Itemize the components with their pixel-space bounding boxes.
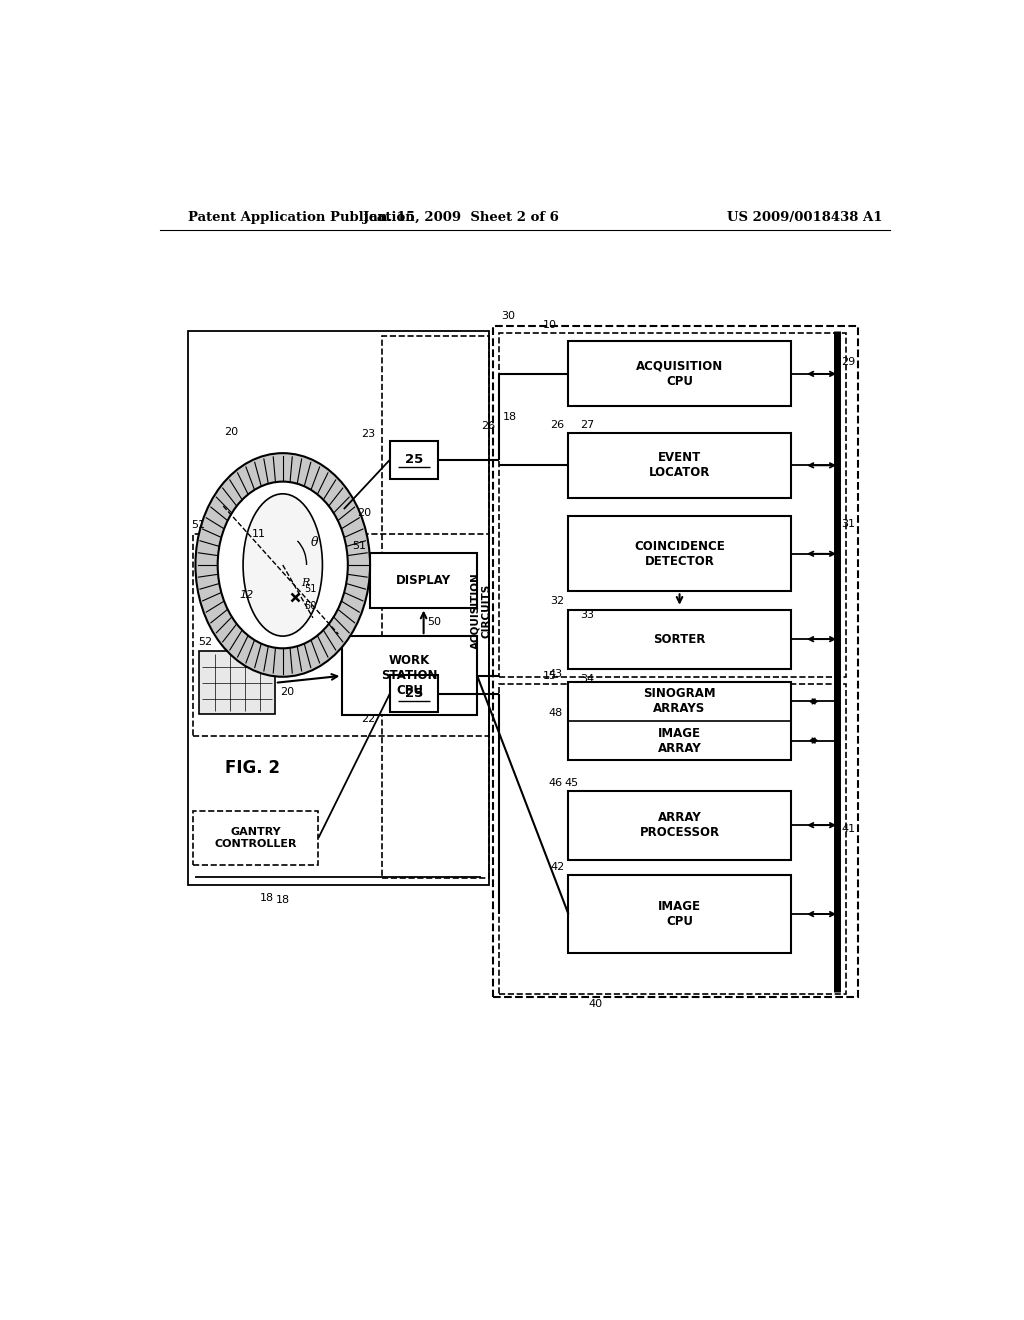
Text: 20: 20 — [224, 426, 239, 437]
Bar — [494, 326, 858, 997]
Bar — [568, 516, 791, 591]
Text: 27: 27 — [581, 420, 595, 430]
Text: 26: 26 — [550, 420, 564, 430]
Bar — [370, 553, 477, 607]
Text: 46: 46 — [549, 777, 563, 788]
Bar — [500, 333, 846, 677]
Text: GANTRY
CONTROLLER: GANTRY CONTROLLER — [214, 828, 297, 849]
Text: 51: 51 — [352, 541, 367, 550]
Text: 45: 45 — [564, 777, 579, 788]
Text: 20: 20 — [356, 508, 371, 519]
Bar — [342, 636, 477, 715]
Text: 50: 50 — [428, 616, 441, 627]
Text: ARRAY
PROCESSOR: ARRAY PROCESSOR — [640, 812, 720, 840]
Text: 52: 52 — [198, 638, 212, 647]
Text: 22: 22 — [361, 714, 376, 725]
Text: US 2009/0018438 A1: US 2009/0018438 A1 — [727, 211, 883, 224]
Bar — [568, 682, 791, 760]
Text: IMAGE
ARRAY: IMAGE ARRAY — [657, 726, 701, 755]
Text: 32: 32 — [550, 597, 564, 606]
Text: 29: 29 — [842, 356, 856, 367]
Bar — [382, 337, 489, 878]
Text: 48: 48 — [549, 708, 563, 718]
Text: 51: 51 — [191, 520, 206, 531]
Text: 18: 18 — [503, 412, 517, 422]
Text: SORTER: SORTER — [653, 632, 706, 645]
Text: 15: 15 — [543, 671, 557, 681]
Text: 40: 40 — [588, 999, 602, 1008]
Text: SINOGRAM
ARRAYS: SINOGRAM ARRAYS — [643, 688, 716, 715]
Circle shape — [196, 453, 370, 677]
Text: IMAGE
CPU: IMAGE CPU — [658, 900, 701, 928]
Text: ACQUISITION
CPU: ACQUISITION CPU — [636, 360, 723, 388]
Circle shape — [218, 482, 348, 648]
Text: 42: 42 — [550, 862, 564, 873]
Bar — [194, 810, 318, 865]
Text: 25: 25 — [404, 453, 423, 466]
Bar — [568, 875, 791, 953]
Bar — [390, 675, 437, 713]
Text: 25: 25 — [404, 686, 423, 700]
Text: FIG. 2: FIG. 2 — [225, 759, 280, 777]
Text: R: R — [301, 578, 309, 589]
Text: 18: 18 — [260, 894, 274, 903]
Text: 11: 11 — [252, 529, 266, 540]
Text: 50: 50 — [304, 601, 316, 611]
Bar — [568, 610, 791, 669]
Text: ACQUISITION
CIRCUITS: ACQUISITION CIRCUITS — [470, 573, 492, 649]
Text: Patent Application Publication: Patent Application Publication — [187, 211, 415, 224]
Bar — [568, 342, 791, 407]
Text: θ: θ — [310, 536, 318, 549]
Text: COINCIDENCE
DETECTOR: COINCIDENCE DETECTOR — [634, 540, 725, 568]
Ellipse shape — [243, 494, 323, 636]
Bar — [187, 331, 489, 886]
Bar — [568, 791, 791, 859]
Text: WORK
STATION
CPU: WORK STATION CPU — [382, 655, 438, 697]
Text: 26: 26 — [481, 421, 496, 430]
Text: 18: 18 — [275, 895, 290, 906]
Text: 30: 30 — [501, 312, 515, 321]
Bar — [194, 535, 489, 735]
Bar — [390, 441, 437, 479]
Bar — [568, 433, 791, 498]
Text: 41: 41 — [842, 824, 856, 834]
Text: 33: 33 — [581, 610, 594, 619]
Bar — [200, 651, 274, 714]
Text: 10: 10 — [543, 321, 557, 330]
Text: 12: 12 — [240, 590, 254, 601]
Text: 31: 31 — [842, 519, 855, 529]
Bar — [500, 684, 846, 994]
Text: 43: 43 — [549, 669, 563, 678]
Text: DISPLAY: DISPLAY — [396, 574, 452, 586]
Text: EVENT
LOCATOR: EVENT LOCATOR — [649, 451, 711, 479]
Text: 23: 23 — [361, 429, 376, 440]
Text: 20: 20 — [280, 686, 294, 697]
Text: Jan. 15, 2009  Sheet 2 of 6: Jan. 15, 2009 Sheet 2 of 6 — [364, 211, 559, 224]
Text: 51: 51 — [304, 585, 316, 594]
Text: 34: 34 — [581, 673, 595, 684]
